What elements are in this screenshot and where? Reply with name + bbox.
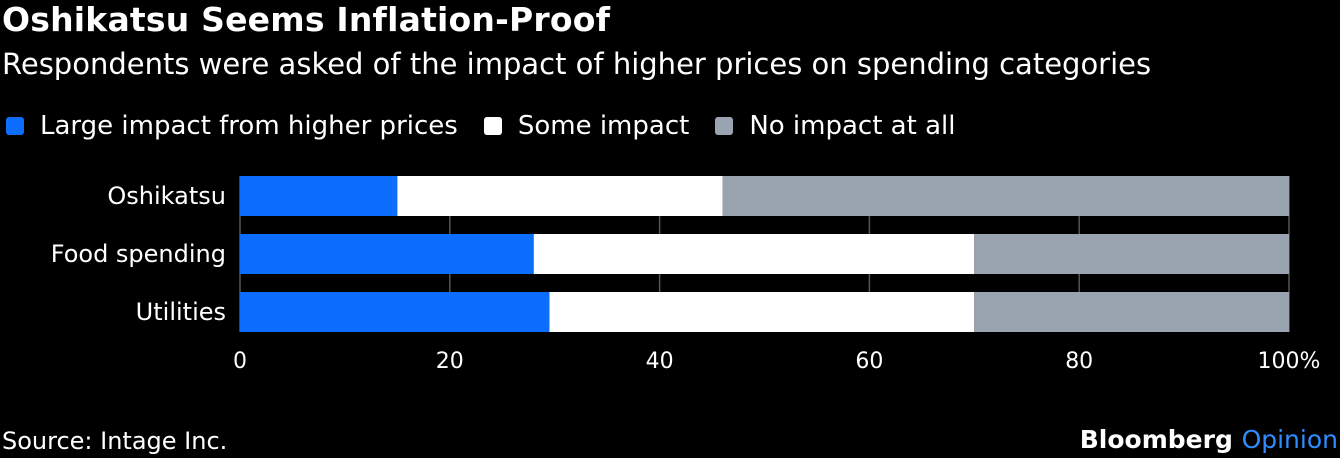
- bloomberg-opinion-logo: Bloomberg Opinion: [1080, 425, 1338, 454]
- category-label-layer: Oshikatsu Food spending Utilities: [51, 182, 226, 326]
- bar-none-1: [974, 234, 1289, 274]
- legend-label-large: Large impact from higher prices: [40, 111, 458, 141]
- legend-swatch-large: [6, 117, 24, 135]
- brand-main: Bloomberg: [1079, 425, 1233, 454]
- x-tick-label: 100%: [1258, 349, 1321, 374]
- legend-label-none: No impact at all: [749, 111, 956, 141]
- tick-label-layer: 0 20 40 60 80 100%: [233, 349, 1320, 374]
- x-tick-label: 20: [436, 349, 464, 374]
- legend-label-some: Some impact: [517, 111, 690, 141]
- legend-swatch-none: [715, 117, 734, 135]
- legend-item-large: Large impact from higher prices: [6, 111, 458, 141]
- brand-accent: Opinion: [1241, 425, 1338, 454]
- legend-item-some: Some impact: [483, 111, 690, 141]
- bar-large-2: [240, 292, 550, 332]
- bar-some-2: [549, 292, 975, 332]
- x-tick-label: 40: [646, 349, 674, 374]
- bar-none-0: [722, 176, 1289, 216]
- bar-large-1: [240, 234, 534, 274]
- bar-layer: [240, 176, 1289, 332]
- bar-some-0: [397, 176, 723, 216]
- category-label: Utilities: [136, 298, 226, 326]
- bar-large-0: [240, 176, 398, 216]
- chart-subtitle: Respondents were asked of the impact of …: [2, 47, 1152, 81]
- stacked-bar-chart: Oshikatsu Food spending Utilities 0 20 40 60 8…: [51, 176, 1320, 374]
- category-label: Oshikatsu: [107, 182, 226, 210]
- bar-some-1: [533, 234, 975, 274]
- legend-item-none: No impact at all: [715, 111, 955, 141]
- category-label: Food spending: [51, 240, 226, 268]
- legend-swatch-some: [483, 117, 502, 135]
- x-tick-label: 60: [855, 349, 883, 374]
- x-tick-label: 0: [233, 349, 247, 374]
- chart-title: Oshikatsu Seems Inflation-Proof: [2, 0, 611, 39]
- x-tick-label: 80: [1065, 349, 1093, 374]
- bar-none-2: [974, 292, 1289, 332]
- legend: Large impact from higher prices Some imp…: [6, 110, 981, 142]
- source-note: Source: Intage Inc.: [2, 427, 228, 455]
